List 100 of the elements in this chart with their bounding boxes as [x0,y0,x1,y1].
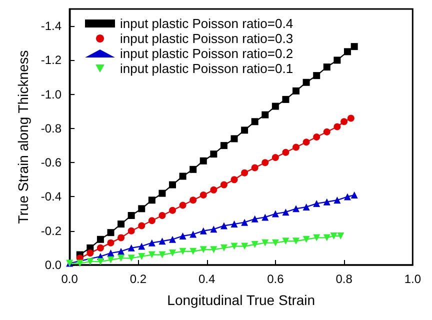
point [210,186,218,194]
point [158,212,166,220]
point [282,208,290,216]
point [148,239,156,246]
point [241,242,248,250]
point [313,134,320,140]
x-tick-label: 0.6 [267,272,284,286]
point [282,238,290,245]
y-axis-title: True Strain along Thickness [15,50,31,224]
point [323,128,330,136]
point [107,229,114,236]
point [347,114,354,122]
legend-label: input plastic Poisson ratio=0.2 [120,46,294,61]
point [302,236,310,243]
point [138,242,146,250]
point [210,150,218,158]
point [272,102,279,110]
point [292,205,300,212]
point [230,176,238,184]
y-tick-label: -0.2 [40,224,62,238]
point [138,222,146,230]
point [179,248,186,255]
point [179,172,186,180]
y-tick-label: 0.0 [44,258,62,272]
point [128,254,135,262]
x-tick-label: 0.0 [61,272,78,286]
point [302,78,310,86]
point [334,56,341,64]
point [262,159,269,166]
point [169,236,176,243]
point [118,220,125,228]
point [138,205,146,212]
point [138,252,146,260]
point [190,196,197,204]
point [282,96,290,103]
point [344,48,351,56]
legend-label: input plastic Poisson ratio=0.3 [120,31,294,46]
point [330,232,338,240]
point [76,260,84,267]
point [272,154,279,161]
point [210,246,218,254]
point [179,202,186,209]
point [302,203,310,210]
y-tick-label: -0.6 [40,156,62,170]
point [334,123,341,130]
point [251,215,258,222]
point [107,250,114,257]
point [179,232,186,240]
point [158,190,166,197]
point [86,258,94,266]
point [220,181,228,188]
point [190,248,197,255]
point [230,242,238,250]
x-tick-label: 0.2 [130,272,147,286]
point [241,126,248,134]
legend-label: input plastic Poisson ratio=0.4 [120,16,294,31]
point [262,214,269,221]
x-tick-label: 0.8 [336,272,353,286]
point [107,256,114,264]
point [220,142,228,150]
point [148,251,156,258]
point [344,193,351,200]
point [262,239,269,246]
legend-label: input plastic Poisson ratio=0.1 [120,61,294,76]
point [169,206,176,214]
point [313,234,320,242]
point [251,241,258,248]
x-axis-title: Longitudinal True Strain [167,292,316,308]
point [118,234,125,242]
point [96,258,104,266]
point [251,164,258,172]
point [128,212,135,220]
point [272,210,279,218]
point [262,111,269,118]
point [230,135,238,142]
point [128,244,135,252]
point [107,239,114,246]
point [292,238,300,245]
point [350,192,358,199]
point [148,217,156,224]
point [148,196,156,204]
point [302,138,310,146]
point [241,169,248,176]
point [230,220,238,228]
point [251,118,258,126]
point [350,43,358,50]
x-tick-label: 0.4 [198,272,216,286]
y-tick-label: -0.4 [40,190,62,204]
point [210,226,218,233]
point [169,181,176,188]
point [158,251,166,258]
point [220,244,228,252]
point [200,227,207,234]
x-tick-label: 1.0 [404,272,422,286]
point [200,157,207,164]
point [96,244,104,252]
point [272,239,279,246]
point [86,250,94,257]
point [323,64,330,71]
point [313,200,320,208]
